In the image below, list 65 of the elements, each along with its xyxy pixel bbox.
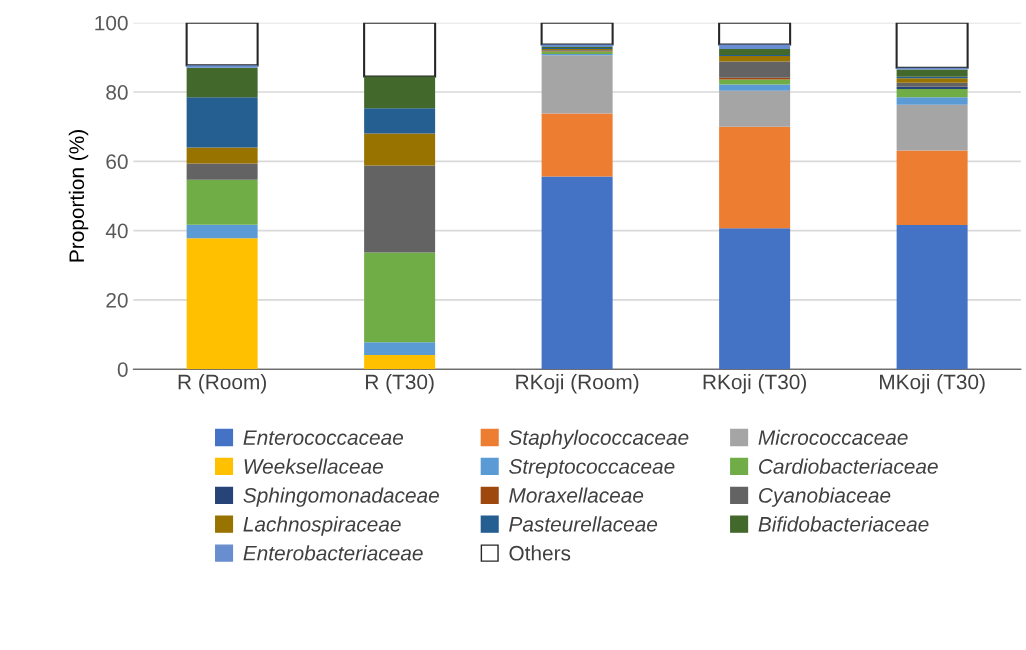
bar: [186, 147, 258, 164]
bar: [186, 224, 258, 239]
legend-label: Lachnospiraceae: [243, 516, 401, 536]
bar: [364, 133, 436, 166]
bar: [896, 78, 968, 83]
bar: [896, 69, 968, 77]
bar: [186, 67, 258, 98]
legend-label: Sphingomonadaceae: [243, 487, 439, 507]
bar: [186, 238, 258, 370]
legend-label: Staphylococcaceae: [509, 429, 689, 450]
bar: [186, 97, 258, 148]
y-axis-title: Proportion (%): [68, 130, 89, 262]
bar: [719, 90, 791, 127]
bar: [364, 76, 436, 109]
legend-label: Streptococcaceae: [509, 459, 675, 478]
legend-label: Pasteurellaceae: [509, 516, 658, 532]
legend-label: Micrococcaceae: [758, 429, 908, 445]
bar: [364, 252, 436, 343]
legend-label: Bifidobacteriaceae: [758, 516, 929, 532]
x-tick-label: RKoji (Room): [516, 374, 639, 394]
bar: [186, 65, 258, 68]
bar: [363, 22, 437, 78]
bar: [718, 22, 792, 46]
y-tick-label: 40: [105, 223, 128, 239]
legend-label: Others: [509, 545, 571, 561]
bar: [541, 55, 613, 114]
bar: [896, 104, 968, 151]
x-tick-label: R (T30): [366, 374, 434, 394]
bar: [186, 163, 258, 180]
y-tick-label: 0: [117, 362, 128, 377]
x-tick-label: R (Room): [178, 374, 266, 394]
y-tick-label: 80: [106, 85, 128, 100]
bar: [719, 61, 791, 78]
x-tick-label: RKoji (T30): [703, 374, 807, 394]
x-tick-label: MKoji (T30): [880, 374, 985, 394]
bar: [186, 179, 258, 225]
y-tick-label: 100: [95, 15, 128, 31]
bar: [896, 82, 968, 87]
bar: [719, 84, 791, 91]
bar: [541, 113, 613, 177]
bar: [896, 88, 968, 98]
bar: [364, 165, 436, 253]
bar: [719, 56, 791, 62]
bar: [540, 22, 614, 46]
legend-label: Cardiobacteriaceae: [759, 458, 938, 474]
bar: [185, 22, 259, 67]
bar: [719, 228, 791, 370]
bar: [364, 342, 436, 355]
bar: [719, 126, 791, 229]
bar: [719, 49, 791, 55]
bar: [364, 355, 436, 370]
y-tick-label: 20: [106, 292, 128, 308]
bar: [896, 97, 968, 105]
legend-label: Enterobacteriaceae: [243, 545, 423, 561]
legend-label: Moraxellaceae: [509, 487, 644, 503]
bar: [896, 225, 968, 370]
bar: [896, 86, 968, 89]
bar: [364, 108, 436, 134]
legend-label: Enterococcaceae: [243, 430, 404, 445]
legend-label: Weeksellaceae: [244, 458, 383, 474]
legend-label: Cyanobiaceae: [759, 487, 891, 507]
y-tick-label: 60: [106, 154, 128, 170]
bar: [895, 22, 969, 69]
bar: [541, 176, 613, 370]
bar: [896, 150, 968, 226]
